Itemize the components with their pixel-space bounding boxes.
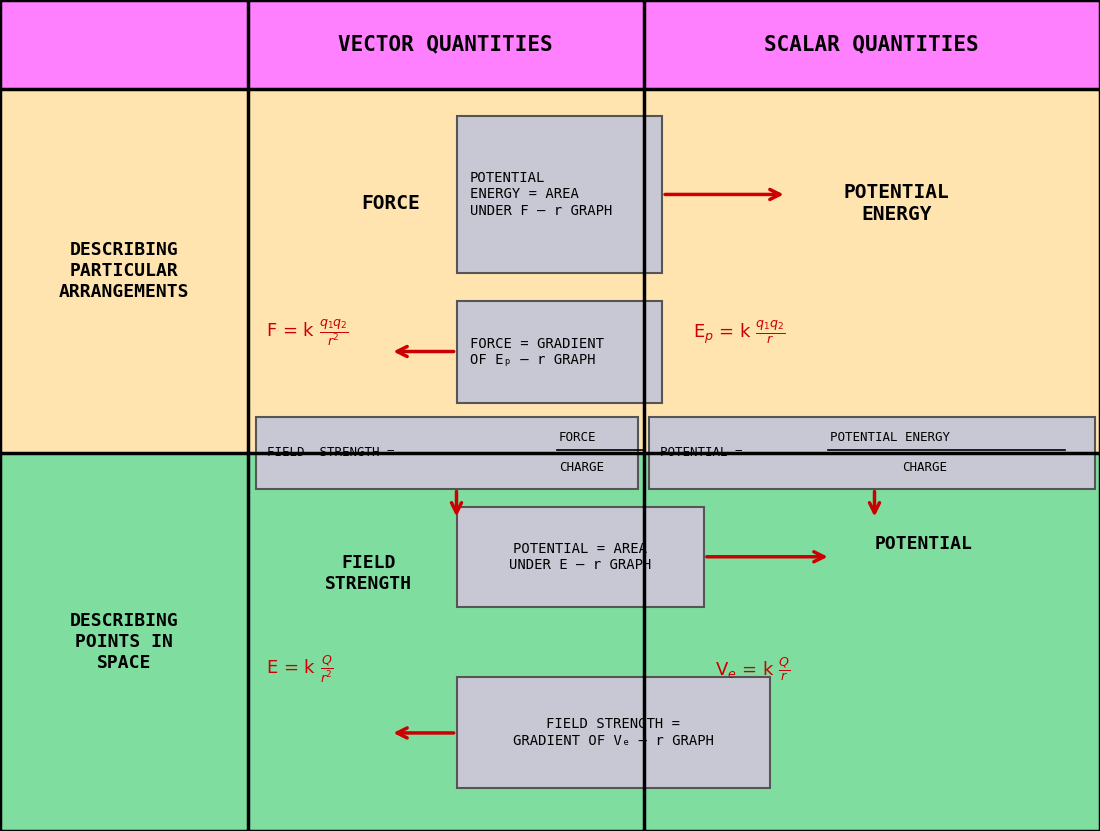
Text: E$_p$ = k $\frac{q_1q_2}{r}$: E$_p$ = k $\frac{q_1q_2}{r}$ <box>693 318 785 347</box>
Text: SCALAR QUANTITIES: SCALAR QUANTITIES <box>764 34 979 55</box>
Text: DESCRIBING
POINTS IN
SPACE: DESCRIBING POINTS IN SPACE <box>69 612 178 671</box>
Text: POTENTIAL: POTENTIAL <box>876 535 972 553</box>
FancyBboxPatch shape <box>256 417 638 489</box>
Text: E = k $\frac{Q}{r^2}$: E = k $\frac{Q}{r^2}$ <box>266 653 334 685</box>
FancyBboxPatch shape <box>0 453 1100 831</box>
FancyBboxPatch shape <box>0 89 1100 453</box>
Text: FIELD
STRENGTH: FIELD STRENGTH <box>324 554 412 593</box>
FancyBboxPatch shape <box>456 677 770 788</box>
Text: FIELD STRENGTH =
GRADIENT OF Vₑ – r GRAPH: FIELD STRENGTH = GRADIENT OF Vₑ – r GRAP… <box>513 717 714 748</box>
Text: POTENTIAL
ENERGY: POTENTIAL ENERGY <box>844 183 949 224</box>
Text: POTENTIAL ENERGY: POTENTIAL ENERGY <box>830 431 950 445</box>
Text: POTENTIAL =: POTENTIAL = <box>660 446 750 460</box>
Text: V$_e$ = k $\frac{Q}{r}$: V$_e$ = k $\frac{Q}{r}$ <box>715 655 790 683</box>
Text: CHARGE: CHARGE <box>559 461 604 475</box>
FancyBboxPatch shape <box>456 116 662 273</box>
FancyBboxPatch shape <box>456 507 704 607</box>
Text: DESCRIBING
PARTICULAR
ARRANGEMENTS: DESCRIBING PARTICULAR ARRANGEMENTS <box>58 241 189 301</box>
Text: POTENTIAL
ENERGY = AREA
UNDER F – r GRAPH: POTENTIAL ENERGY = AREA UNDER F – r GRAP… <box>470 171 612 218</box>
Text: FIELD  STRENGTH =: FIELD STRENGTH = <box>267 446 403 460</box>
Text: VECTOR QUANTITIES: VECTOR QUANTITIES <box>338 34 553 55</box>
Text: F = k $\frac{q_1q_2}{r^2}$: F = k $\frac{q_1q_2}{r^2}$ <box>266 317 349 347</box>
Text: CHARGE: CHARGE <box>902 461 947 475</box>
Text: FORCE = GRADIENT
OF Eₚ – r GRAPH: FORCE = GRADIENT OF Eₚ – r GRAPH <box>470 337 604 367</box>
FancyBboxPatch shape <box>0 0 1100 89</box>
FancyBboxPatch shape <box>649 417 1094 489</box>
FancyBboxPatch shape <box>456 301 662 403</box>
Text: FORCE: FORCE <box>559 431 596 445</box>
Text: POTENTIAL = AREA
UNDER E – r GRAPH: POTENTIAL = AREA UNDER E – r GRAPH <box>509 542 651 572</box>
Text: FORCE: FORCE <box>361 194 420 213</box>
